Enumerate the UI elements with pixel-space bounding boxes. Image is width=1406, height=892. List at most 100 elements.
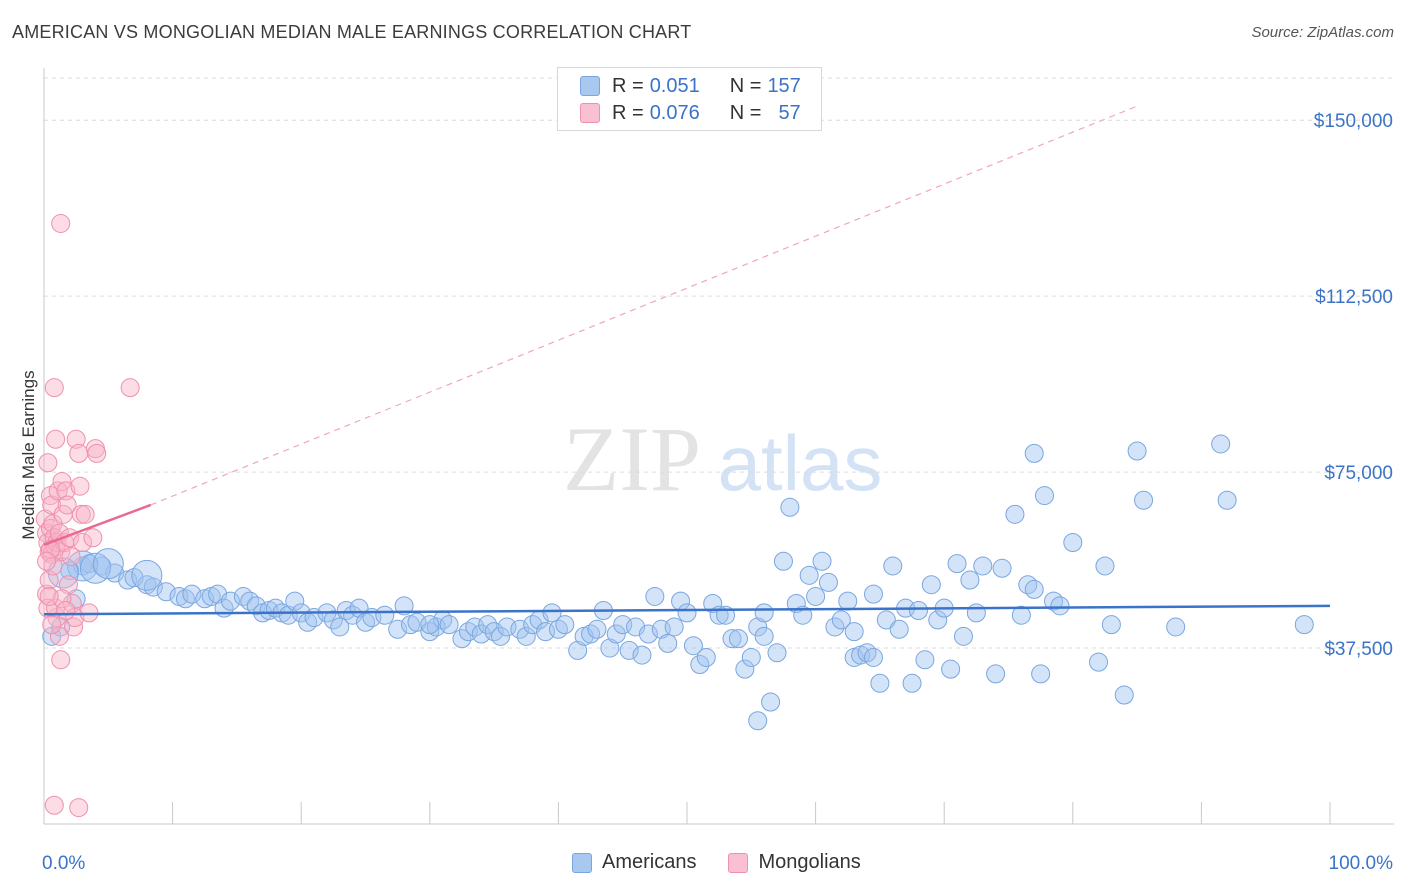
american-point bbox=[966, 603, 986, 623]
legend-row-mongolians: R = 0.076 N = 57 bbox=[580, 100, 801, 126]
legend-r-label: R = bbox=[612, 101, 644, 124]
american-point-large bbox=[79, 552, 111, 584]
american-point-large bbox=[131, 559, 163, 591]
mongolian-point bbox=[39, 570, 59, 590]
american-point bbox=[690, 654, 710, 674]
y-tick-label: $150,000 bbox=[1314, 111, 1393, 132]
american-point bbox=[1031, 664, 1051, 684]
american-point bbox=[1011, 605, 1031, 625]
legend-label-americans: Americans bbox=[602, 851, 697, 873]
correlation-legend: R = 0.051 N = 157 R = 0.076 N = 57 bbox=[557, 67, 822, 131]
american-point bbox=[908, 601, 928, 621]
american-point bbox=[941, 659, 961, 679]
watermark-zip: ZIP bbox=[563, 408, 701, 510]
mongolian-point bbox=[56, 601, 76, 621]
american-point bbox=[889, 619, 909, 639]
axis-labels: $37,500 $75,000 $112,500 $150,000 0.0% 100.0%… bbox=[19, 111, 1393, 874]
american-point bbox=[960, 570, 980, 590]
american-point bbox=[542, 603, 562, 623]
series-legend: Americans Mongolians bbox=[572, 851, 893, 874]
mongolian-point bbox=[51, 650, 71, 670]
legend-swatch-mongolians bbox=[580, 103, 600, 123]
americans-points bbox=[42, 434, 1314, 731]
american-point bbox=[1063, 532, 1083, 552]
american-point bbox=[806, 586, 826, 606]
american-point bbox=[677, 603, 697, 623]
legend-n-value: 57 bbox=[778, 101, 801, 124]
american-point bbox=[947, 554, 967, 574]
legend-n-label: N = bbox=[729, 74, 762, 97]
american-point bbox=[587, 619, 607, 639]
american-point-large bbox=[67, 550, 99, 582]
mongolian-point bbox=[69, 798, 89, 818]
mongolian-point bbox=[48, 481, 68, 501]
american-point bbox=[728, 629, 748, 649]
american-point bbox=[735, 659, 755, 679]
legend-swatch-americans bbox=[572, 852, 592, 873]
american-point bbox=[220, 591, 240, 611]
legend-item-mongolians[interactable]: Mongolians bbox=[728, 851, 861, 874]
american-point bbox=[992, 558, 1012, 578]
legend-r-value: 0.076 bbox=[649, 101, 700, 124]
chart-title: AMERICAN VS MONGOLIAN MEDIAN MALE EARNIN… bbox=[12, 22, 692, 42]
american-point bbox=[600, 638, 620, 658]
trend-lines bbox=[43, 105, 1331, 616]
legend-n-label: N = bbox=[729, 101, 762, 124]
american-point bbox=[375, 605, 395, 625]
american-point bbox=[883, 556, 903, 576]
american-point bbox=[786, 593, 806, 613]
american-point-large bbox=[92, 548, 124, 580]
mongolian-point bbox=[69, 443, 89, 463]
legend-row-americans: R = 0.051 N = 157 bbox=[580, 73, 801, 99]
american-point bbox=[928, 610, 948, 630]
american-point bbox=[1024, 443, 1044, 463]
americans-trend-line bbox=[43, 604, 1331, 616]
legend-r-value: 0.051 bbox=[649, 74, 700, 97]
american-point bbox=[838, 591, 858, 611]
american-point bbox=[516, 626, 536, 646]
mongolian-point bbox=[39, 586, 59, 606]
legend-r-label: R = bbox=[612, 74, 644, 97]
mongolian-point bbox=[66, 429, 86, 449]
x-tick-label: 100.0% bbox=[1329, 853, 1394, 874]
mongolian-point bbox=[51, 213, 71, 233]
american-point bbox=[1211, 434, 1231, 454]
mongolians-trend-line bbox=[43, 503, 152, 547]
mongolian-point bbox=[38, 453, 58, 473]
american-point bbox=[1127, 441, 1147, 461]
mongolian-point bbox=[120, 378, 140, 398]
american-point bbox=[754, 603, 774, 623]
watermark-atlas: atlas bbox=[718, 419, 883, 507]
y-axis-label: Median Male Earnings bbox=[19, 370, 38, 539]
american-point bbox=[664, 617, 684, 637]
american-point bbox=[388, 619, 408, 639]
mongolian-point bbox=[37, 584, 57, 604]
american-point bbox=[831, 610, 851, 630]
american-point bbox=[510, 619, 530, 639]
american-point bbox=[330, 617, 350, 637]
american-point bbox=[793, 605, 813, 625]
mongolian-point bbox=[83, 528, 103, 548]
legend-item-americans[interactable]: Americans bbox=[572, 851, 696, 874]
american-point bbox=[1166, 617, 1186, 637]
american-point bbox=[645, 586, 665, 606]
mongolian-point bbox=[73, 532, 93, 552]
mongolians-trend-extension bbox=[150, 105, 1138, 506]
american-point bbox=[902, 673, 922, 693]
american-point bbox=[761, 692, 781, 712]
american-point bbox=[844, 622, 864, 642]
american-point bbox=[870, 673, 890, 693]
mongolian-point bbox=[44, 795, 64, 815]
american-point bbox=[555, 615, 575, 635]
american-point bbox=[143, 577, 163, 597]
american-point bbox=[285, 591, 305, 611]
american-point bbox=[568, 640, 588, 660]
mongolian-point bbox=[44, 378, 64, 398]
american-point bbox=[953, 626, 973, 646]
american-point bbox=[921, 575, 941, 595]
american-point bbox=[246, 596, 266, 616]
american-point bbox=[1035, 486, 1055, 506]
american-point bbox=[632, 645, 652, 665]
american-point bbox=[748, 617, 768, 637]
